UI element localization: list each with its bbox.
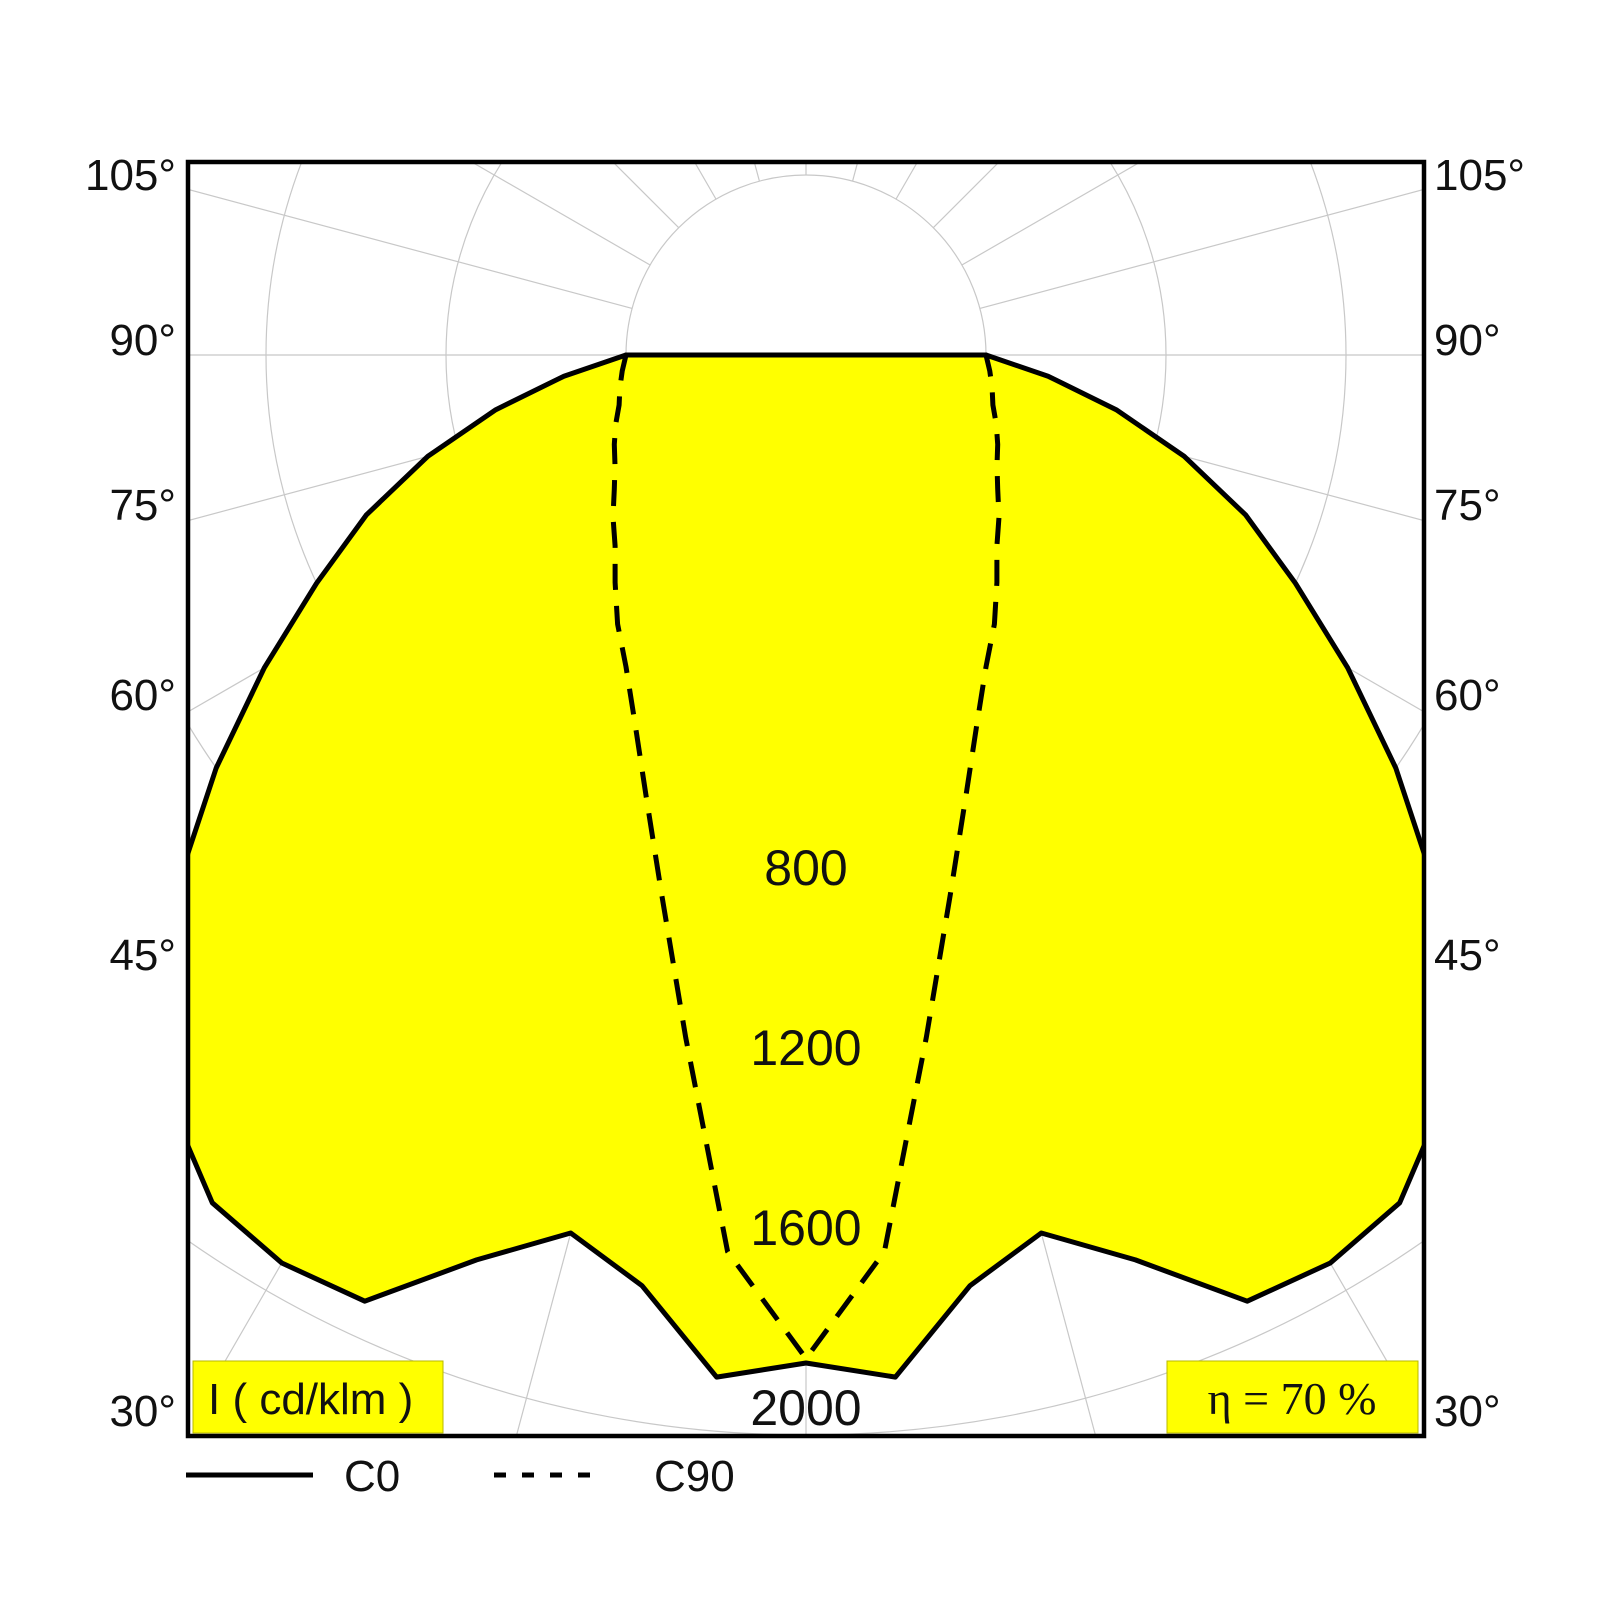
grid-spoke-105: [979, 188, 1424, 309]
grid-spoke-120: [961, 162, 1142, 266]
efficiency-box-background: [1166, 1360, 1419, 1434]
angle-label-right-75: 75°: [1434, 481, 1501, 530]
efficiency-box: η = 70 %: [1166, 1360, 1419, 1434]
legend-c0-label: C0: [344, 1452, 400, 1501]
angle-label-right-30: 30°: [1434, 1387, 1501, 1436]
radial-labels: 800 1200 1600 2000: [750, 840, 861, 1436]
right-angle-labels: 105° 90° 75° 60° 45° 30°: [1434, 151, 1525, 1436]
radial-label-1600: 1600: [750, 1200, 861, 1256]
grid-spoke-195: [753, 162, 760, 182]
grid-spoke-255: [188, 188, 633, 309]
angle-label-right-60: 60°: [1434, 671, 1501, 720]
unit-box-background: [192, 1360, 444, 1434]
angle-label-left-105: 105°: [85, 151, 176, 200]
left-angle-labels: 105° 90° 75° 60° 45° 30°: [85, 151, 176, 1436]
angle-label-right-45: 45°: [1434, 931, 1501, 980]
c90-curve: [610, 352, 1002, 1361]
unit-label: I ( cd/klm ): [208, 1375, 413, 1424]
angle-label-right-90: 90°: [1434, 316, 1501, 365]
grid-spoke-240: [470, 162, 651, 266]
angle-label-left-30: 30°: [109, 1387, 176, 1436]
radial-label-1200: 1200: [750, 1020, 861, 1076]
angle-label-right-105: 105°: [1434, 151, 1525, 200]
angle-label-left-45: 45°: [109, 931, 176, 980]
efficiency-label: η = 70 %: [1208, 1373, 1377, 1424]
curves: [188, 352, 1424, 1380]
legend-c90-label: C90: [654, 1452, 735, 1501]
plot-frame: [185, 159, 1427, 1439]
unit-box: I ( cd/klm ): [192, 1360, 444, 1434]
legend: C0 C90: [186, 1452, 735, 1501]
angle-label-left-75: 75°: [109, 481, 176, 530]
grid-spoke-210: [693, 162, 717, 200]
radial-label-2000: 2000: [750, 1380, 861, 1436]
c0-curve: [188, 352, 1424, 1380]
c0-fill-area: [188, 355, 1424, 1378]
grid-spoke-150: [895, 162, 919, 200]
grid-spoke-165: [852, 162, 859, 182]
angle-label-left-60: 60°: [109, 671, 176, 720]
radial-label-800: 800: [764, 840, 847, 896]
angle-label-left-90: 90°: [109, 316, 176, 365]
